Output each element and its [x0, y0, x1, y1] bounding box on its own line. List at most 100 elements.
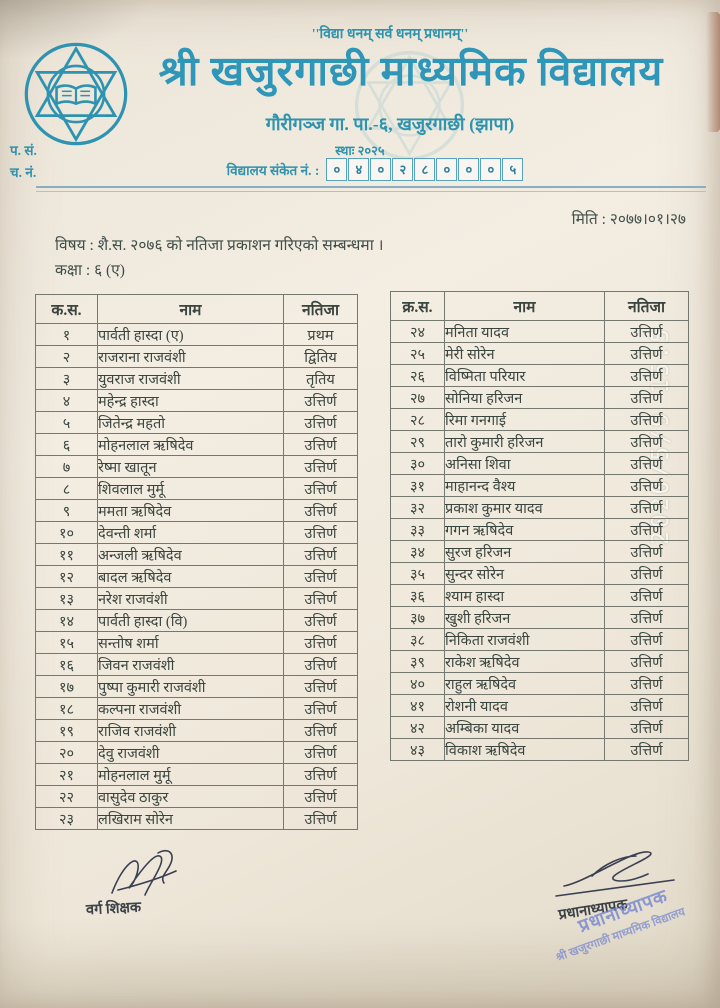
table-row: ३३ गगन ऋषिदेव उत्तिर्ण [390, 518, 689, 541]
serial-cell: २ [35, 345, 98, 368]
result-cell: उत्तिर्ण [604, 738, 689, 761]
result-cell: उत्तिर्ण [283, 433, 358, 456]
name-cell: मेरी सोरेन [444, 342, 605, 365]
result-cell: उत्तिर्ण [604, 518, 689, 541]
principal-signature [555, 851, 675, 897]
serial-cell: ३६ [390, 584, 445, 607]
result-cell: उत्तिर्ण [604, 474, 689, 497]
name-cell: निकिता राजवंशी [444, 628, 605, 651]
table-row: १७ पुष्पा कुमारी राजवंशी उत्तिर्ण [35, 675, 358, 698]
name-cell: खुशी हरिजन [444, 606, 605, 629]
result-cell: उत्तिर्ण [283, 455, 358, 478]
name-cell: माहानन्द वैश्य [444, 474, 605, 497]
result-cell: उत्तिर्ण [604, 540, 689, 563]
serial-cell: २६ [390, 364, 445, 387]
serial-cell: ४१ [390, 694, 445, 717]
serial-cell: १२ [35, 565, 98, 588]
result-cell: उत्तिर्ण [604, 716, 689, 739]
serial-cell: १ [35, 323, 98, 346]
name-cell: पार्वती हास्दा (वि) [97, 609, 284, 632]
name-cell: मोहनलाल ऋषिदेव [97, 433, 284, 456]
code-digit-box: ० [458, 158, 480, 181]
table-row: १५ सन्तोष शर्मा उत्तिर्ण [35, 631, 358, 654]
serial-cell: २० [35, 741, 98, 764]
table-row: ३७ खुशी हरिजन उत्तिर्ण [390, 606, 689, 629]
school-emblem-watermark-icon [352, 48, 467, 163]
serial-cell: १३ [35, 587, 98, 610]
date-line: मिति : २०७७।०१।२७ [571, 211, 686, 228]
name-cell: बादल ऋषिदेव [97, 565, 284, 588]
table-row: ७ रेष्मा खातून उत्तिर्ण [35, 455, 358, 478]
result-cell: उत्तिर्ण [604, 694, 689, 717]
serial-cell: ४२ [390, 716, 445, 739]
table-row: ८ शिवलाल मुर्मू उत्तिर्ण [35, 477, 358, 500]
serial-cell: ३० [390, 452, 445, 475]
serial-cell: ४ [35, 389, 98, 412]
table-row: २२ वासुदेव ठाकुर उत्तिर्ण [35, 785, 358, 808]
reference-numbers: प. सं. च. नं. [10, 140, 37, 183]
result-cell: प्रथम [283, 323, 358, 346]
code-digit-box: ० [326, 158, 348, 181]
result-cell: उत्तिर्ण [283, 609, 358, 632]
table-row: ४० राहुल ऋषिदेव उत्तिर्ण [390, 672, 689, 695]
name-cell: कल्पना राजवंशी [97, 697, 284, 720]
code-digit-box: ४ [348, 158, 370, 181]
result-cell: द्वितिय [283, 345, 358, 368]
table-row: २३ लखिराम सोरेन उत्तिर्ण [35, 807, 358, 830]
name-cell: राहुल ऋषिदेव [444, 672, 605, 695]
result-cell: उत्तिर्ण [283, 587, 358, 610]
name-cell: मोहनलाल मुर्मू [97, 763, 284, 786]
name-cell: सुरज हरिजन [444, 540, 605, 563]
table-row: ३० अनिसा शिवा उत्तिर्ण [390, 452, 689, 475]
name-cell: राजिव राजवंशी [97, 719, 284, 742]
serial-cell: ४० [390, 672, 445, 695]
table-row: १२ बादल ऋषिदेव उत्तिर्ण [35, 565, 358, 588]
serial-cell: ७ [35, 455, 98, 478]
name-cell: सोनिया हरिजन [444, 386, 605, 409]
name-cell: तारो कुमारी हरिजन [444, 430, 605, 453]
result-cell: उत्तिर्ण [604, 386, 689, 409]
table-row: १८ कल्पना राजवंशी उत्तिर्ण [35, 697, 358, 720]
result-cell: उत्तिर्ण [283, 807, 358, 830]
name-cell: सन्तोष शर्मा [97, 631, 284, 654]
results-table-left: क.स. नाम नतिजा १ पार्वती हास्दा (ए) प्रथम २ राज… [35, 294, 358, 830]
serial-cell: ९ [35, 499, 98, 522]
result-cell: उत्तिर्ण [283, 653, 358, 676]
school-logo-icon [22, 38, 130, 150]
name-cell: मनिता यादव [444, 320, 605, 343]
serial-cell: २५ [390, 342, 445, 365]
name-cell: अनिसा शिवा [444, 452, 605, 475]
serial-cell: १५ [35, 631, 98, 654]
name-cell: वासुदेव ठाकुर [97, 785, 284, 808]
result-cell: उत्तिर्ण [604, 408, 689, 431]
name-cell: सुन्दर सोरेन [444, 562, 605, 585]
serial-cell: ३ [35, 367, 98, 390]
column-header: क.स. [35, 294, 98, 324]
name-cell: राकेश ऋषिदेव [444, 650, 605, 673]
result-cell: उत्तिर्ण [604, 628, 689, 651]
table-row: १ पार्वती हास्दा (ए) प्रथम [35, 323, 358, 346]
serial-cell: ३५ [390, 562, 445, 585]
column-header: क्र.स. [390, 291, 445, 321]
serial-cell: ३३ [390, 518, 445, 541]
code-digit-box: ० [436, 158, 458, 181]
serial-cell: ३२ [390, 496, 445, 519]
result-cell: तृतिय [283, 367, 358, 390]
school-code-label: विद्यालय संकेत नं. : [226, 162, 320, 178]
name-cell: रोशनी यादव [444, 694, 605, 717]
serial-cell: ३७ [390, 606, 445, 629]
result-cell: उत्तिर्ण [604, 430, 689, 453]
serial-cell: २७ [390, 386, 445, 409]
serial-cell: १९ [35, 719, 98, 742]
serial-cell: ४३ [390, 738, 445, 761]
table-row: २४ मनिता यादव उत्तिर्ण [390, 320, 689, 343]
table-row: ३९ राकेश ऋषिदेव उत्तिर्ण [390, 650, 689, 673]
school-address: गौरीगञ्ज गा. पा.-६, खजुरगाछी (झापा) [265, 114, 515, 134]
name-cell: युवराज राजवंशी [97, 367, 284, 390]
name-cell: विष्मिता परियार [444, 364, 605, 387]
result-cell: उत्तिर्ण [283, 763, 358, 786]
name-cell: श्याम हास्दा [444, 584, 605, 607]
school-name: श्री खजुरगाछी माध्यमिक विद्यालय [158, 48, 664, 94]
